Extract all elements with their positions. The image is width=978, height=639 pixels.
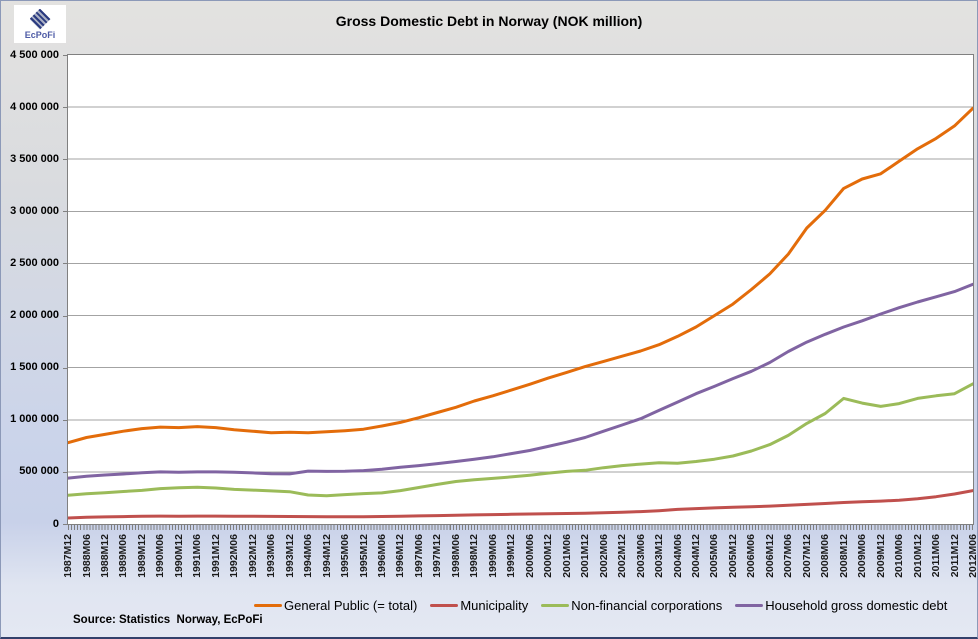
x-axis-label: 1988M06	[80, 534, 93, 578]
x-axis-label: 2004M12	[690, 534, 702, 578]
legend-item-municipality: Municipality	[430, 598, 528, 613]
y-axis-tick	[63, 367, 67, 369]
y-axis-tick	[63, 159, 67, 161]
x-axis-ticks	[68, 525, 973, 530]
x-axis-label: 1988M12	[98, 534, 111, 578]
x-axis-label: 1993M06	[265, 534, 278, 578]
legend-swatch-icon	[541, 603, 570, 608]
y-axis-label: 3 000 000	[10, 204, 59, 217]
x-axis-label: 1989M06	[117, 534, 130, 578]
x-axis-label: 2004M06	[671, 534, 684, 578]
plot-area	[67, 54, 974, 525]
x-axis-label: 2008M12	[837, 534, 850, 578]
x-axis-label: 1995M12	[357, 534, 370, 578]
x-axis-label: 2003M06	[634, 534, 647, 578]
x-axis-label: 1998M12	[468, 534, 481, 578]
legend-item-household-gross-domestic-debt: Household gross domestic debt	[735, 598, 947, 613]
x-axis-label: 1991M06	[191, 534, 204, 578]
x-axis-label: 1997M12	[431, 534, 444, 578]
x-axis-label: 2011M12	[948, 534, 961, 578]
x-axis-label: 2001M06	[560, 534, 573, 578]
x-axis-label: 2007M12	[800, 534, 813, 578]
x-axis-label: 1995M06	[339, 534, 351, 578]
x-axis-label: 1991M12	[209, 534, 222, 578]
y-axis-label: 1 500 000	[10, 361, 59, 374]
legend-label: General Public (= total)	[284, 598, 418, 613]
x-axis-label: 2010M06	[893, 534, 906, 578]
x-axis-label: 1999M06	[486, 534, 499, 578]
y-axis-tick	[63, 471, 67, 473]
x-axis-label: 2006M12	[763, 534, 776, 578]
x-axis-label: 1994M06	[302, 534, 315, 578]
x-axis-label: 2000M12	[542, 534, 555, 578]
series-line-non-financial-corporations	[68, 382, 973, 498]
x-axis-label: 2006M06	[745, 534, 758, 578]
x-axis-label: 2005M06	[708, 534, 721, 578]
legend-label: Municipality	[460, 598, 529, 613]
chart-title: Gross Domestic Debt in Norway (NOK milli…	[335, 13, 643, 29]
legend-swatch-icon	[254, 603, 282, 608]
x-axis-label: 1990M06	[154, 534, 167, 578]
x-axis-label: 1996M12	[394, 534, 407, 578]
x-axis-label: 1998M06	[449, 534, 462, 578]
x-axis-label: 1999M12	[505, 534, 518, 578]
x-axis-label: 2002M06	[597, 534, 610, 578]
x-axis-label: 1992M06	[228, 534, 241, 578]
x-axis-label: 2011M06	[930, 534, 943, 578]
plot-svg	[68, 106, 973, 520]
x-axis-label: 2012M06	[967, 534, 978, 578]
x-axis-label: 2000M06	[523, 534, 536, 578]
y-axis-tick	[63, 211, 67, 213]
x-axis-label: 1993M12	[283, 534, 296, 578]
x-axis-label: 2001M12	[579, 534, 592, 578]
legend-label: Household gross domestic debt	[765, 598, 948, 613]
y-axis-tick	[63, 419, 67, 421]
x-axis-label: 2009M06	[856, 534, 869, 578]
x-axis-label: 1990M12	[172, 534, 185, 578]
x-axis-label: 2007M06	[782, 534, 795, 578]
y-axis-label: 500 000	[19, 465, 59, 478]
series-line-general-public-total	[68, 106, 973, 445]
y-axis-label: 2 000 000	[10, 309, 59, 322]
series-line-municipality	[68, 489, 973, 520]
ecpofi-logo-icon	[29, 8, 51, 30]
x-axis-label: 1987M12	[62, 534, 74, 578]
x-axis-label: 1989M12	[135, 534, 148, 578]
ecpofi-logo-text: EcPoFi	[24, 29, 56, 40]
x-axis-label: 2002M12	[616, 534, 629, 578]
x-axis-label: 1997M06	[412, 534, 425, 578]
y-axis-label: 0	[52, 517, 59, 530]
y-axis-label: 3 500 000	[10, 152, 59, 165]
y-axis-label: 1 000 000	[10, 413, 59, 426]
chart-legend: General Public (= total) Municipality Non-…	[254, 597, 947, 614]
legend-swatch-icon	[735, 603, 764, 608]
source-note: Source: Statistics Norway, EcPoFi	[73, 614, 263, 626]
legend-item-non-financial-corporations: Non-financial corporations	[541, 598, 722, 613]
y-axis-tick	[63, 524, 67, 525]
y-axis-tick	[63, 107, 67, 109]
x-axis-label: 2005M12	[726, 534, 739, 578]
x-axis-label: 1996M06	[376, 534, 388, 578]
x-axis-label: 2008M06	[819, 534, 832, 578]
x-axis-label: 2009M12	[874, 534, 887, 578]
y-axis-tick	[63, 315, 67, 317]
y-axis-tick	[63, 263, 67, 265]
y-axis-label: 4 000 000	[10, 100, 59, 113]
y-axis-label: 4 500 000	[10, 48, 59, 61]
series-line-household-gross-domestic-debt	[68, 282, 973, 480]
x-axis-label: 2003M12	[653, 534, 665, 578]
x-axis-label: 1994M12	[320, 534, 333, 578]
legend-item-general-public-total: General Public (= total)	[254, 598, 417, 613]
y-axis-label: 2 500 000	[10, 256, 59, 269]
x-axis: 1987M12 1988M06 1988M12 1989M06 1989M12 1990M…	[62, 532, 977, 596]
x-axis-label: 2010M12	[911, 534, 924, 578]
ecpofi-logo: EcPoFi	[14, 5, 66, 43]
x-axis-label: 1992M12	[246, 534, 259, 578]
legend-swatch-icon	[430, 603, 459, 608]
legend-label: Non-financial corporations	[571, 598, 723, 613]
y-axis-tick	[63, 55, 67, 56]
